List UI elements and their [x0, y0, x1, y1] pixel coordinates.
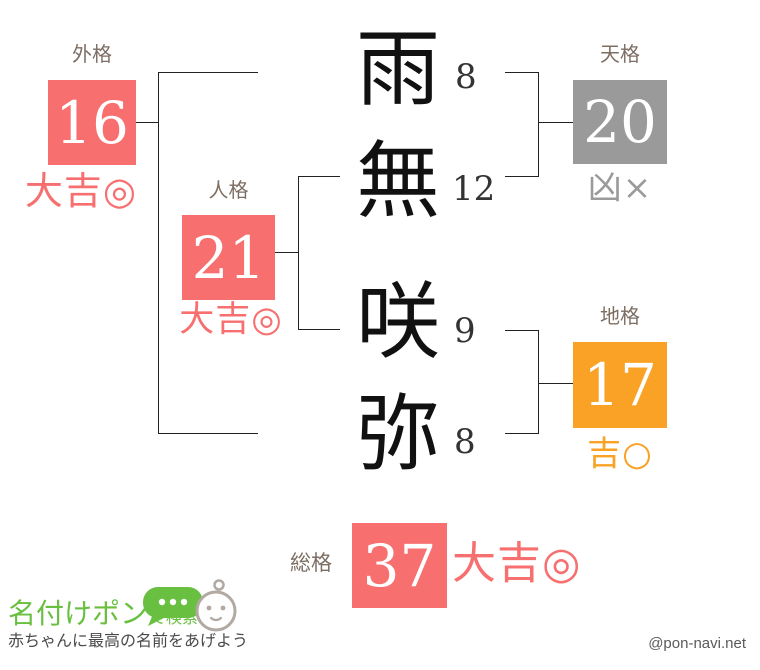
stroke-count: 8 — [454, 422, 476, 462]
jinkaku-value-box: 21 — [182, 215, 275, 300]
stroke-count: 12 — [452, 169, 496, 209]
tenkaku-value-box: 20 — [573, 80, 667, 164]
chikaku-bracket-top — [505, 330, 538, 331]
outer-bracket-vertical — [158, 72, 159, 434]
connector-jinkaku-to-bracket — [275, 252, 298, 253]
stroke-count: 8 — [455, 57, 477, 97]
connector-bracket-to-tenkaku — [538, 122, 573, 123]
jinkaku-bracket-bottom — [298, 329, 340, 330]
name-character: 弥 — [355, 385, 440, 483]
outer-bracket-top — [158, 72, 258, 73]
logo-art — [143, 579, 237, 632]
name-character: 無 — [355, 132, 440, 230]
jinkaku-bracket-vertical — [298, 176, 299, 330]
chikaku-label: 地格 — [600, 306, 640, 328]
tenkaku-bracket-top — [505, 72, 538, 73]
tagline: 赤ちゃんに最高の名前をあげよう — [8, 633, 249, 650]
jinkaku-result: 大吉◎ — [179, 300, 283, 340]
baby-face-icon — [195, 579, 237, 632]
jinkaku-label: 人格 — [208, 180, 249, 202]
speech-bubble-icon — [143, 587, 203, 626]
soukaku-result: 大吉◎ — [452, 538, 582, 589]
jinkaku-bracket-top — [298, 176, 340, 177]
chikaku-result: 吉○ — [587, 434, 653, 474]
chikaku-value-box: 17 — [573, 342, 667, 428]
chikaku-bracket-vertical — [538, 330, 539, 434]
tenkaku-bracket-bottom — [505, 176, 538, 177]
soukaku-label: 総格 — [290, 552, 332, 575]
name-character: 雨 — [355, 20, 440, 118]
site-credit: @pon-navi.net — [648, 635, 746, 652]
name-character: 咲 — [355, 273, 440, 371]
logo: 名付けポン で検索 — [8, 600, 198, 628]
stroke-count: 9 — [454, 311, 476, 351]
tenkaku-label: 天格 — [600, 44, 640, 66]
gaikaku-value-box: 16 — [48, 80, 136, 165]
tenkaku-bracket-vertical — [538, 72, 539, 177]
gaikaku-result: 大吉◎ — [24, 169, 138, 213]
gaikaku-label: 外格 — [72, 44, 112, 66]
tenkaku-result: 凶× — [587, 168, 653, 208]
logo-text: 名付けポン — [8, 598, 149, 629]
outer-bracket-bottom — [158, 433, 258, 434]
soukaku-value-box: 37 — [352, 523, 447, 608]
chikaku-bracket-bottom — [505, 433, 538, 434]
connector-bracket-to-chikaku — [538, 383, 573, 384]
connector-gaikaku-to-bracket — [136, 122, 158, 123]
